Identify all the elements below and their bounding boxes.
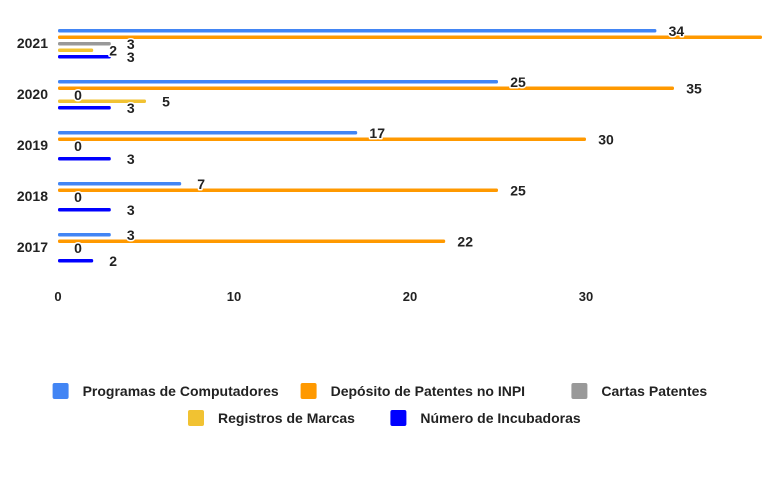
bar-2020-series-4 [58,106,111,110]
legend-label-2: Cartas Patentes [601,383,707,399]
data-label-2019-series-1: 30 [598,131,614,147]
data-label-2017-series-1: 22 [457,233,473,249]
data-label-2020-series-1: 35 [686,80,702,96]
bar-2020-series-0 [58,80,498,84]
category-label-2021: 2021 [17,35,48,51]
data-label-2021-series-0: 34 [669,23,685,39]
bar-2018-series-4 [58,208,111,212]
data-label-2017-series-2: 0 [74,240,82,256]
data-label-2020-series-2: 0 [74,87,82,103]
data-label-2021-series-3: 2 [109,42,117,58]
legend-swatch-3 [188,410,204,426]
data-label-2017-series-4: 2 [109,253,117,269]
bar-2019-series-1 [58,137,586,141]
bars-layer [58,29,762,263]
bar-2017-series-0 [58,233,111,237]
bar-2019-series-0 [58,131,358,135]
x-tick-10: 10 [227,289,241,304]
category-label-2017: 2017 [17,239,48,255]
data-label-2019-series-4: 3 [127,151,135,167]
category-label-2018: 2018 [17,188,48,204]
legend-label-3: Registros de Marcas [218,410,355,426]
legend-label-4: Número de Incubadoras [420,410,580,426]
x-tick-20: 20 [403,289,417,304]
legend-swatch-4 [390,410,407,426]
bar-2020-series-1 [58,86,674,90]
legend-item-0: Programas de Computadores [52,383,279,399]
data-label-2020-series-0: 25 [510,74,526,90]
legend: Programas de Computadores Depósito de Pat… [52,383,707,426]
category-labels: 2021 2020 2019 2018 2017 [17,35,48,255]
x-tick-30: 30 [579,289,593,304]
legend-item-3: Registros de Marcas [188,410,355,426]
bar-2020-series-3 [58,99,146,103]
legend-item-1: Depósito de Patentes no INPI [300,383,525,399]
data-label-2017-series-0: 3 [127,227,135,243]
bar-2021-series-1 [58,35,762,39]
legend-swatch-1 [300,383,317,399]
bar-2017-series-4 [58,259,94,263]
data-label-2019-series-2: 0 [74,138,82,154]
data-label-2018-series-1: 25 [510,182,526,198]
bar-2018-series-0 [58,182,182,186]
bar-2021-series-2 [58,42,111,46]
legend-label-0: Programas de Computadores [83,383,279,399]
bar-2017-series-1 [58,239,446,243]
x-tick-0: 0 [54,289,61,304]
bar-2019-series-4 [58,157,111,161]
data-label-2021-series-4: 3 [127,49,135,65]
category-label-2019: 2019 [17,137,48,153]
data-label-2018-series-4: 3 [127,202,135,218]
legend-item-4: Número de Incubadoras [390,410,581,426]
bar-2018-series-1 [58,188,498,192]
legend-label-1: Depósito de Patentes no INPI [331,383,525,399]
bar-2021-series-0 [58,29,657,33]
data-label-2021-series-2: 3 [127,36,135,52]
legend-swatch-0 [52,383,69,399]
data-label-2018-series-2: 0 [74,189,82,205]
legend-swatch-2 [571,383,588,399]
legend-item-2: Cartas Patentes [571,383,707,399]
data-label-2018-series-0: 7 [197,176,205,192]
bar-2021-series-4 [58,55,111,59]
x-axis-ticks: 0 10 20 30 [54,289,593,304]
category-label-2020: 2020 [17,86,48,102]
bar-2021-series-3 [58,48,94,52]
data-label-2019-series-0: 17 [369,125,385,141]
data-label-2020-series-4: 3 [127,100,135,116]
data-label-2020-series-3: 5 [162,93,170,109]
